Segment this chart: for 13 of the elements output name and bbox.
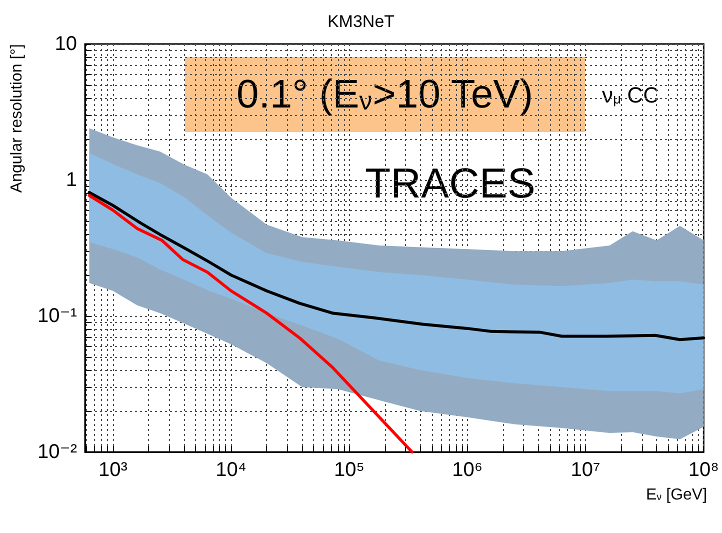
x-tick-label: 10⁵: [334, 459, 365, 481]
y-axis-title: Angular resolution [°]: [8, 44, 26, 193]
x-tick-label: 10⁸: [688, 459, 719, 481]
x-tick-label: 10⁴: [216, 459, 247, 481]
x-tick-label: 10⁷: [570, 459, 600, 481]
x-tick-label: 10³: [98, 459, 128, 481]
x-axis-title: Eν [GeV]: [646, 486, 708, 504]
y-tick-label: 10⁻¹: [38, 305, 78, 327]
y-tick-label: 10⁻²: [38, 441, 78, 463]
y-tick-label: 1: [66, 169, 77, 191]
y-tick-label: 10: [54, 33, 77, 55]
x-tick-label: 10⁶: [452, 459, 483, 481]
chart-title: KM3NeT: [327, 12, 395, 31]
